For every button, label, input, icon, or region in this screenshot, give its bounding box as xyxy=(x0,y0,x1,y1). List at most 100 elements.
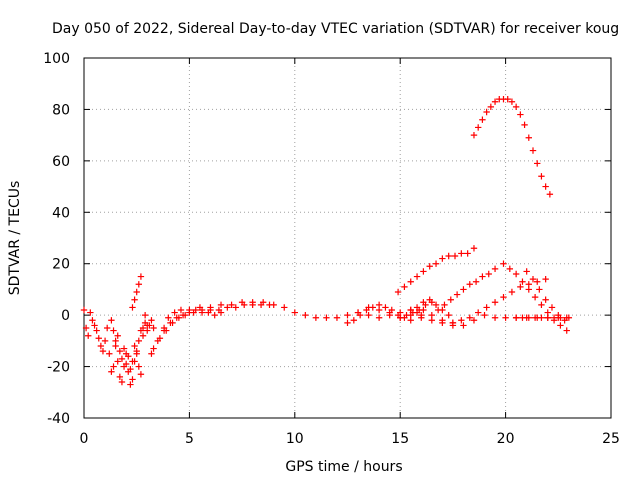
data-point xyxy=(445,311,452,319)
series-early-cluster-2 xyxy=(108,317,145,373)
data-point xyxy=(483,304,490,311)
y-tick-label: -20 xyxy=(47,360,70,376)
data-point xyxy=(375,301,383,309)
data-point xyxy=(291,309,298,316)
data-point xyxy=(546,191,554,198)
data-point xyxy=(129,358,136,365)
data-point xyxy=(474,309,482,316)
data-marks xyxy=(80,95,573,388)
data-point xyxy=(137,273,145,280)
data-point xyxy=(224,304,231,311)
data-point xyxy=(354,309,362,316)
data-point xyxy=(413,273,421,280)
data-point xyxy=(350,317,358,324)
data-point xyxy=(531,314,539,321)
series-fall-from-20 xyxy=(500,260,570,334)
data-point xyxy=(447,296,454,303)
data-point xyxy=(557,314,564,321)
data-point xyxy=(211,311,218,319)
data-point xyxy=(302,311,309,319)
data-point xyxy=(449,319,457,327)
data-point xyxy=(205,309,212,316)
data-point xyxy=(110,327,117,334)
data-point xyxy=(542,296,549,303)
series-early-noisy xyxy=(80,306,151,388)
data-point xyxy=(118,355,126,363)
data-point xyxy=(101,337,109,345)
data-point xyxy=(116,373,124,381)
data-point xyxy=(534,278,541,285)
data-point xyxy=(312,314,320,321)
data-point xyxy=(369,304,376,311)
data-point xyxy=(470,131,478,139)
data-point xyxy=(548,304,556,311)
data-point xyxy=(173,314,180,321)
data-point xyxy=(375,314,383,321)
x-tick-label: 0 xyxy=(80,431,89,447)
series-mid-arc-a xyxy=(344,301,427,327)
data-point xyxy=(148,317,155,324)
data-point xyxy=(257,301,265,309)
data-point xyxy=(177,306,185,314)
data-point xyxy=(512,270,520,278)
data-point xyxy=(470,317,478,324)
data-point xyxy=(95,335,102,342)
data-point xyxy=(135,281,143,288)
data-point xyxy=(167,319,174,327)
data-point xyxy=(544,314,551,321)
data-point xyxy=(550,314,558,321)
y-tick-label: -40 xyxy=(47,411,70,427)
data-point xyxy=(89,317,96,324)
data-point xyxy=(397,314,404,321)
data-point xyxy=(460,322,467,329)
data-point xyxy=(485,270,492,278)
data-point xyxy=(466,281,473,288)
data-point xyxy=(87,309,94,316)
data-point xyxy=(129,304,136,311)
series-rise-track-b xyxy=(160,306,225,334)
data-point xyxy=(460,286,467,293)
data-point xyxy=(403,311,410,319)
data-point xyxy=(394,288,402,296)
data-point xyxy=(135,337,143,345)
data-point xyxy=(538,301,545,309)
data-point xyxy=(114,358,121,365)
data-point xyxy=(232,304,239,311)
data-point xyxy=(523,268,530,275)
data-point xyxy=(451,252,459,260)
data-point xyxy=(418,311,425,319)
data-point xyxy=(139,324,147,332)
data-point xyxy=(150,345,157,352)
data-point xyxy=(508,288,516,296)
data-point xyxy=(525,314,532,321)
x-tick-label: 25 xyxy=(602,431,620,447)
data-point xyxy=(122,360,130,368)
chart-title: Day 050 of 2022, Sidereal Day-to-day VTE… xyxy=(52,21,619,37)
data-point xyxy=(439,255,446,262)
x-axis: 0 5 10 15 20 25 xyxy=(80,58,620,447)
data-point xyxy=(506,265,514,273)
data-point xyxy=(131,342,138,350)
data-point xyxy=(420,268,427,275)
data-point xyxy=(160,327,168,334)
data-point xyxy=(407,306,414,314)
data-point xyxy=(365,311,372,319)
data-point xyxy=(106,350,113,357)
data-point xyxy=(165,314,172,321)
series-spike-low xyxy=(139,317,157,334)
data-point xyxy=(139,332,147,339)
data-point xyxy=(563,314,570,321)
x-tick-label: 10 xyxy=(286,431,304,447)
data-point xyxy=(525,134,532,141)
data-point xyxy=(428,317,436,324)
series-spike-high xyxy=(129,273,145,311)
data-point xyxy=(388,306,395,314)
data-point xyxy=(413,304,421,311)
data-point xyxy=(529,275,537,283)
series-peak-arc xyxy=(470,95,554,198)
data-point xyxy=(108,317,115,324)
data-point xyxy=(441,301,448,309)
series-rise-to-18 xyxy=(397,265,499,321)
data-point xyxy=(538,173,545,180)
